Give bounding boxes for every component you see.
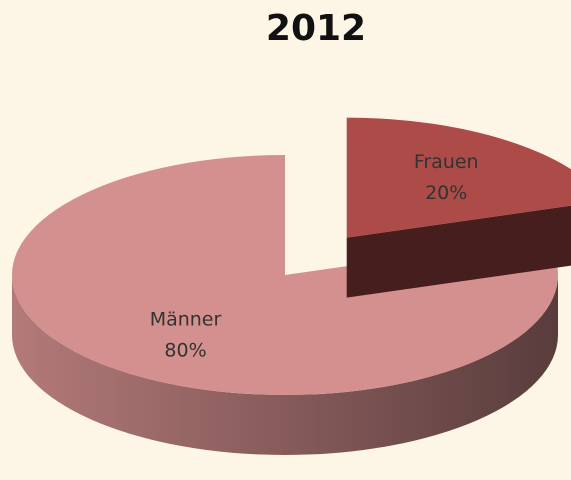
slice-label: Frauen bbox=[414, 151, 479, 173]
slice-value-label: 20% bbox=[425, 182, 467, 204]
chart-title: 2012 bbox=[266, 8, 366, 49]
slice bbox=[11, 155, 558, 395]
slice-side bbox=[12, 275, 558, 455]
slice-value-label: 80% bbox=[164, 340, 206, 362]
slice-face bbox=[346, 205, 571, 298]
slice-label: Männer bbox=[150, 309, 222, 331]
slice bbox=[346, 117, 571, 238]
